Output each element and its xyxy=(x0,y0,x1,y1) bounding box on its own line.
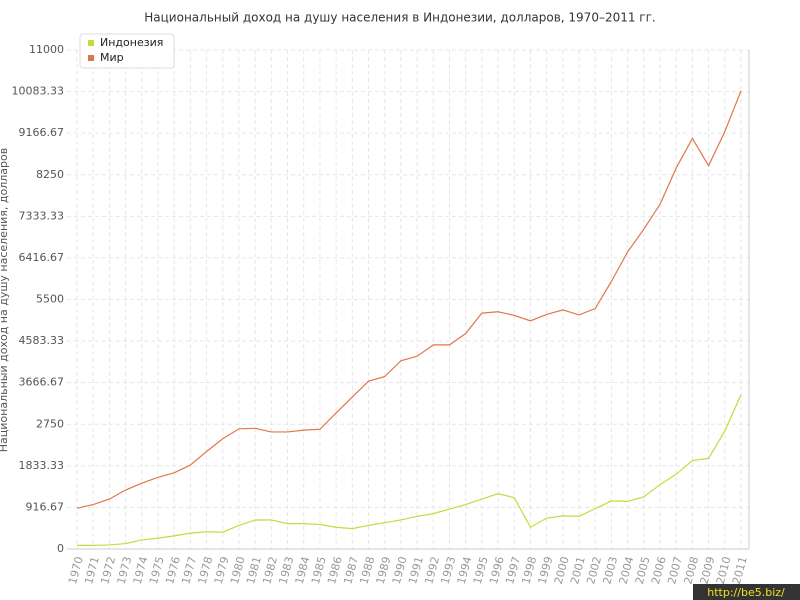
y-tick-label: 8250 xyxy=(36,168,64,181)
legend-label: Мир xyxy=(100,51,124,64)
y-tick-label: 5500 xyxy=(36,293,64,306)
legend-swatch xyxy=(88,40,94,46)
y-tick-label: 1833.33 xyxy=(19,459,65,472)
y-tick-label: 11000 xyxy=(29,43,64,56)
y-tick-label: 4583.33 xyxy=(19,334,65,347)
chart-title: Национальный доход на душу населения в И… xyxy=(144,11,655,25)
y-tick-label: 10083.33 xyxy=(12,85,65,98)
legend-item[interactable]: Индонезия xyxy=(88,36,163,49)
legend-item[interactable]: Мир xyxy=(88,51,124,64)
y-axis-label: Национальный доход на душу населения, до… xyxy=(0,148,10,452)
series-line xyxy=(76,90,742,509)
series-line xyxy=(77,394,742,546)
y-tick-label: 2750 xyxy=(36,417,64,430)
legend: Индонезия Мир xyxy=(79,33,175,69)
y-tick-label: 7333.33 xyxy=(19,209,65,222)
y-tick-label: 9166.67 xyxy=(19,126,65,139)
y-tick-label: 0 xyxy=(57,542,64,555)
watermark-bg xyxy=(693,584,800,600)
y-tick-label: 3666.67 xyxy=(19,376,65,389)
legend-swatch xyxy=(88,55,94,61)
y-tick-label: 916.67 xyxy=(26,500,65,513)
watermark: http://be5.biz/ xyxy=(707,586,785,599)
legend-box xyxy=(79,33,175,69)
y-tick-label: 6416.67 xyxy=(19,251,65,264)
legend-label: Индонезия xyxy=(100,36,163,49)
